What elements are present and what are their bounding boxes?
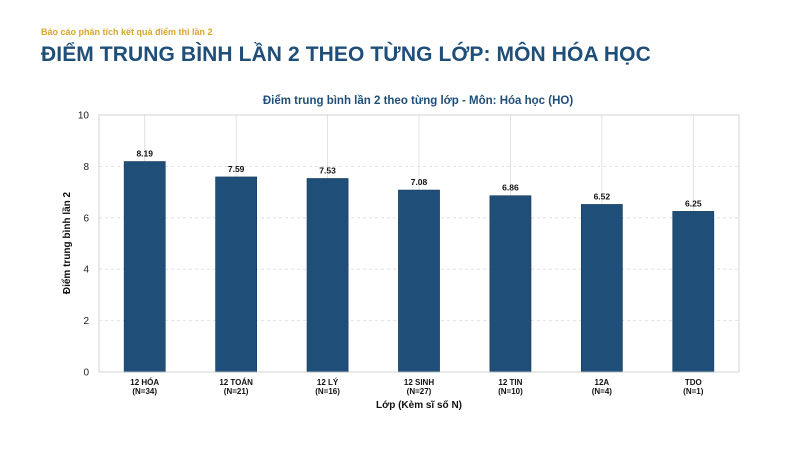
report-kicker: Báo cáo phân tích kết quả điểm thi lần 2 — [41, 27, 213, 37]
x-tick-label: 12 TOÁN — [219, 378, 253, 387]
bar-value-label: 7.08 — [411, 177, 428, 187]
bars — [123, 161, 715, 373]
plot-frame — [98, 114, 740, 373]
x-tick-count: (N=21) — [224, 387, 249, 396]
x-tick-count: (N=10) — [498, 387, 523, 396]
y-axis-ticks: 0 2 4 6 8 10 — [78, 111, 90, 379]
x-tick-count: (N=16) — [315, 387, 340, 396]
y-tick-label: 8 — [83, 162, 89, 173]
bar — [672, 211, 715, 373]
y-tick-label: 6 — [83, 213, 89, 224]
x-tick-label: 12 LÝ — [317, 378, 339, 387]
bar — [489, 195, 532, 373]
y-tick-label: 0 — [83, 368, 89, 379]
x-axis-label: Lớp (Kèm sĩ số N) — [376, 399, 462, 411]
y-axis-label: Điểm trung bình lần 2 — [61, 191, 73, 294]
x-tick-label: TDO — [685, 378, 702, 387]
bar-value-label: 7.53 — [319, 165, 336, 175]
x-tick-count: (N=4) — [592, 387, 613, 396]
x-tick-label: 12A — [595, 378, 610, 387]
bar-value-label: 8.19 — [136, 149, 153, 159]
x-tick-label: 12 TIN — [498, 378, 522, 387]
bar — [123, 161, 166, 373]
chart-title: Điểm trung bình lần 2 theo từng lớp - Mô… — [263, 95, 574, 107]
x-tick-label: 12 SINH — [404, 378, 434, 387]
x-tick-label: 12 HÓA — [130, 378, 159, 387]
bar — [215, 176, 258, 373]
x-axis-ticks: 12 HÓA(N=34) 12 TOÁN(N=21) 12 LÝ(N=16) 12 S… — [130, 378, 703, 396]
y-tick-label: 10 — [78, 111, 90, 122]
bar-value-label: 6.52 — [594, 191, 611, 201]
bar — [398, 189, 440, 373]
bar-value-label: 6.25 — [685, 198, 702, 208]
x-tick-count: (N=34) — [132, 387, 157, 396]
bar-value-label: 7.59 — [228, 164, 245, 174]
y-tick-label: 2 — [83, 316, 89, 327]
bar — [306, 178, 349, 373]
x-tick-count: (N=1) — [683, 387, 704, 396]
y-tick-label: 4 — [83, 265, 89, 276]
bar-value-label: 6.86 — [502, 183, 519, 193]
bar — [580, 204, 623, 373]
value-labels: 8.19 7.59 7.53 7.08 6.86 6.52 6.25 — [136, 149, 701, 209]
x-tick-count: (N=27) — [407, 387, 432, 396]
page-title: ĐIỂM TRUNG BÌNH LẦN 2 THEO TỪNG LỚP: MÔN… — [41, 43, 651, 66]
